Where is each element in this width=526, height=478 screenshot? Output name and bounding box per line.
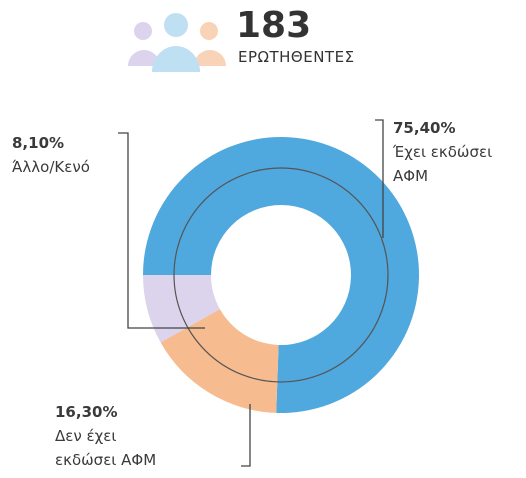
slice-label: 16,30% Δεν έχει εκδώσει ΑΦΜ bbox=[55, 400, 170, 472]
slice bbox=[143, 137, 419, 414]
category-label: Δεν έχει εκδώσει ΑΦΜ bbox=[55, 427, 157, 469]
leader-line bbox=[375, 119, 384, 238]
respondent-count: 183 bbox=[236, 5, 312, 46]
leader-line bbox=[241, 404, 251, 467]
slice bbox=[160, 309, 279, 413]
slice bbox=[143, 275, 220, 343]
value-label: 75,40% bbox=[393, 119, 456, 137]
respondent-label: ΕΡΩΤΗΘΕΝΤΕΣ bbox=[238, 48, 355, 66]
inner-ring bbox=[173, 167, 389, 383]
slice-label: 8,10% Άλλο/Κενό bbox=[12, 131, 122, 179]
category-label: Έχει εκδώσει ΑΦΜ bbox=[393, 143, 493, 185]
value-label: 8,10% bbox=[12, 134, 65, 152]
people-icon bbox=[128, 13, 226, 72]
category-label: Άλλο/Κενό bbox=[12, 158, 90, 176]
value-label: 16,30% bbox=[55, 403, 118, 421]
leader-line bbox=[118, 132, 205, 329]
slice-label: 75,40% Έχει εκδώσει ΑΦΜ bbox=[393, 116, 518, 188]
